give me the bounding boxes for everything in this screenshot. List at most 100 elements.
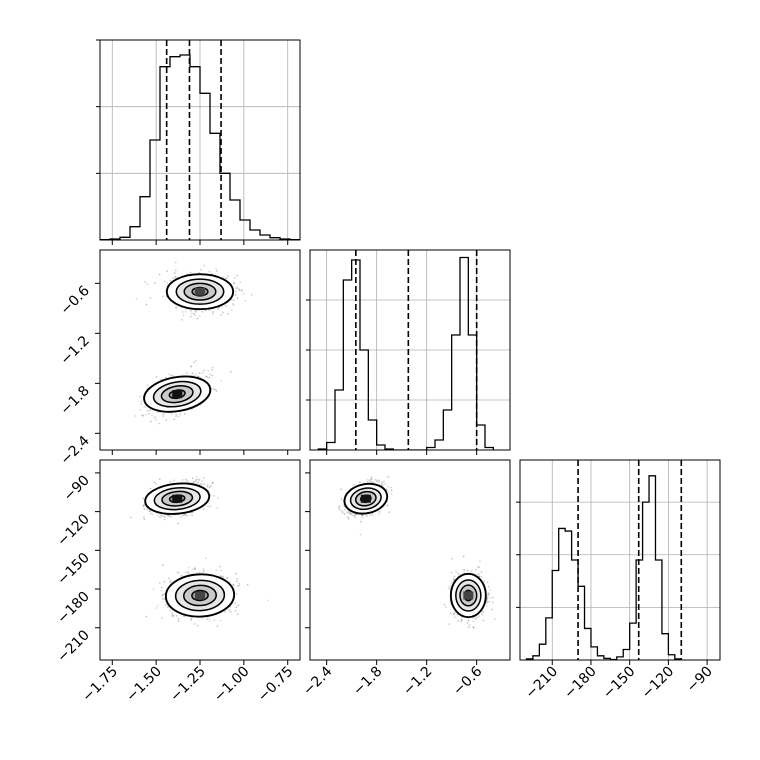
sample-point <box>202 508 205 511</box>
sample-point <box>190 310 193 312</box>
sample-point <box>185 372 188 375</box>
sample-point <box>218 565 221 568</box>
sample-point <box>155 375 158 378</box>
sample-point <box>181 479 184 481</box>
sample-point <box>194 479 197 481</box>
sample-point <box>184 308 187 311</box>
sample-point <box>187 570 189 573</box>
sample-point <box>453 616 456 619</box>
sample-point <box>205 375 208 378</box>
sample-point <box>215 267 217 270</box>
sample-point <box>232 299 235 302</box>
sample-point <box>202 571 205 574</box>
sample-point <box>390 489 393 492</box>
sample-point <box>196 478 199 480</box>
sample-point <box>172 277 174 280</box>
hist-panel-0 <box>96 39 301 241</box>
sample-point <box>381 482 383 485</box>
sample-point <box>211 368 213 371</box>
sample-point <box>168 581 171 584</box>
sample-point <box>193 567 196 569</box>
sample-point <box>145 303 148 306</box>
sample-point <box>462 555 465 558</box>
sample-point <box>190 408 193 411</box>
sample-point <box>197 375 200 378</box>
sample-point <box>201 480 203 482</box>
sample-point <box>195 373 197 376</box>
sample-point <box>450 557 453 560</box>
sample-point <box>166 270 168 273</box>
sample-point <box>209 505 212 507</box>
sample-point <box>192 480 195 483</box>
sample-point <box>219 575 222 577</box>
sample-point <box>202 567 205 570</box>
sample-point <box>351 513 353 516</box>
sample-point <box>193 361 196 364</box>
sample-point <box>211 366 214 369</box>
sample-point <box>153 481 156 484</box>
sample-point <box>478 615 480 618</box>
sample-point <box>168 373 171 375</box>
sample-point <box>211 312 214 315</box>
sample-point <box>158 478 161 481</box>
sample-point <box>378 510 381 513</box>
sample-point <box>194 568 197 571</box>
sample-point <box>457 573 460 576</box>
sample-point <box>230 298 233 301</box>
sample-point <box>221 305 224 308</box>
sample-point <box>482 619 485 622</box>
sample-point <box>174 269 177 272</box>
sample-point <box>211 481 214 484</box>
sample-point <box>234 572 237 575</box>
sample-point <box>338 505 341 508</box>
sample-point <box>142 505 145 508</box>
density-peak <box>172 390 183 399</box>
sample-point <box>184 513 187 516</box>
sample-point <box>146 283 149 285</box>
sample-point <box>155 419 157 421</box>
sample-point <box>191 372 194 375</box>
sample-point <box>186 514 189 517</box>
sample-point <box>162 597 164 600</box>
sample-point <box>171 374 174 377</box>
sample-point <box>236 297 239 299</box>
sample-point <box>213 619 216 622</box>
sample-point <box>207 376 209 379</box>
sample-point <box>474 618 477 620</box>
sample-point <box>234 602 237 604</box>
sample-point <box>163 598 166 600</box>
sample-point <box>244 299 247 302</box>
sample-point <box>208 376 211 379</box>
sample-point <box>227 275 230 278</box>
sample-point <box>186 479 188 482</box>
sample-point <box>190 617 193 620</box>
sample-point <box>227 312 230 315</box>
sample-point <box>200 483 203 485</box>
sample-point <box>187 481 190 484</box>
sample-point <box>488 600 490 603</box>
sample-point <box>161 515 164 518</box>
sample-point <box>214 388 217 391</box>
sample-point <box>365 478 368 481</box>
sample-point <box>487 592 489 595</box>
sample-point <box>343 513 346 515</box>
sample-point <box>233 282 236 285</box>
sample-point <box>225 304 227 307</box>
sample-point <box>238 584 241 587</box>
sample-point <box>144 281 146 283</box>
sample-point <box>232 584 235 587</box>
sample-point <box>192 312 195 315</box>
sample-point <box>142 504 145 507</box>
sample-point <box>175 413 178 416</box>
sample-point <box>187 572 190 575</box>
sample-point <box>198 571 201 574</box>
sample-point <box>197 624 199 627</box>
sample-point <box>160 586 163 589</box>
sample-point <box>165 419 168 422</box>
sample-point <box>492 601 494 604</box>
sample-point <box>196 481 199 484</box>
sample-point <box>164 376 167 379</box>
sample-point <box>228 609 231 611</box>
sample-point <box>169 279 172 282</box>
sample-point <box>491 608 494 611</box>
